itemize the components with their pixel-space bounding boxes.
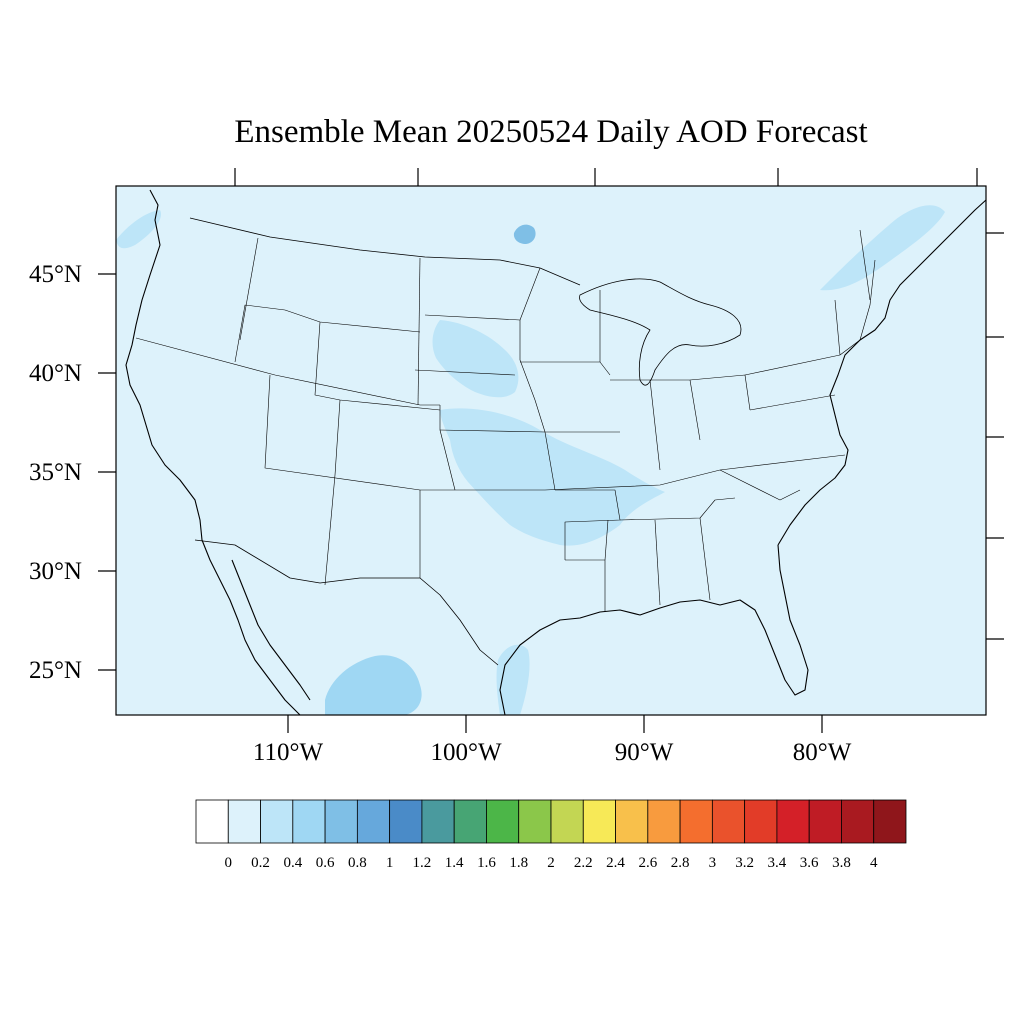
east-coastline <box>777 199 987 546</box>
colorbar-bin <box>227 799 261 844</box>
baja-coastline <box>231 559 311 701</box>
colorbar-bin <box>453 799 487 844</box>
colorbar-bin <box>679 799 713 844</box>
great-lakes-outline <box>579 278 742 386</box>
colorbar-label: 2 <box>547 855 555 871</box>
map-boundaries <box>125 189 987 716</box>
lon-label: 110°W <box>253 739 324 766</box>
west-coastline <box>125 189 301 716</box>
colorbar-bin <box>582 799 616 844</box>
colorbar-label: 3.6 <box>800 855 819 871</box>
texas-coast-plume <box>496 644 530 715</box>
colorbar-label: 0 <box>225 855 233 871</box>
colorbar-bin <box>873 799 907 844</box>
colorbar-label: 1.6 <box>477 855 496 871</box>
latitude-labels: 45°N 40°N 35°N 30°N 25°N <box>29 261 82 684</box>
colorbar-bin <box>518 799 552 844</box>
colorbar-label: 0.8 <box>348 855 367 871</box>
colorbar-bin <box>776 799 810 844</box>
lake-superior-spot <box>513 224 536 244</box>
gulf-coastline <box>499 544 809 716</box>
lon-label: 100°W <box>430 739 501 766</box>
colorbar-bin <box>550 799 584 844</box>
colorbar-bin <box>260 799 294 844</box>
lat-label: 30°N <box>29 558 82 585</box>
colorbar: 0 0.2 0.4 0.6 0.8 1 1.2 1.4 1.6 1.8 2 2.2 2.4 2.6 2.8 3… <box>195 799 907 871</box>
colorbar-label: 2.4 <box>606 855 625 871</box>
map-ticks <box>98 168 1004 733</box>
colorbar-bin <box>615 799 649 844</box>
colorbar-label: 0.2 <box>251 855 270 871</box>
colorbar-bin <box>356 799 391 844</box>
lon-label: 80°W <box>793 739 852 766</box>
northern-plains-plume <box>432 320 519 398</box>
longitude-labels: 110°W 100°W 90°W 80°W <box>253 739 852 766</box>
colorbar-label: 2.8 <box>671 855 690 871</box>
lat-label: 45°N <box>29 261 82 288</box>
colorbar-label: 2.2 <box>574 855 593 871</box>
mexico-plume <box>325 655 422 715</box>
map-frame <box>115 185 987 716</box>
map-panel: 45°N 40°N 35°N 30°N 25°N 110°W 100°W 90°… <box>29 168 1004 766</box>
new-england-plume <box>820 205 945 291</box>
colorbar-label: 3.2 <box>735 855 754 871</box>
colorbar-label: 4 <box>870 855 878 871</box>
colorbar-label: 0.6 <box>316 855 335 871</box>
colorbar-bin <box>421 799 455 844</box>
colorbar-bin <box>389 799 423 844</box>
colorbar-label: 3.8 <box>832 855 851 871</box>
colorbar-bin <box>324 799 358 844</box>
colorbar-label: 2.6 <box>638 855 657 871</box>
colorbar-label: 1 <box>386 855 394 871</box>
colorbar-bin <box>292 799 326 844</box>
colorbar-bin <box>195 799 229 844</box>
colorbar-bin <box>486 799 520 844</box>
lat-label: 35°N <box>29 459 82 486</box>
figure-title: Ensemble Mean 20250524 Daily AOD Forecas… <box>234 114 867 150</box>
state-boundaries <box>135 229 876 612</box>
colorbar-label: 3.4 <box>768 855 787 871</box>
mexico-border <box>194 539 499 666</box>
colorbar-bin <box>841 799 875 844</box>
colorbar-label: 0.4 <box>283 855 302 871</box>
colorbar-label: 3 <box>709 855 717 871</box>
lat-label: 25°N <box>29 657 82 684</box>
colorbar-label: 1.2 <box>413 855 432 871</box>
colorbar-label: 1.4 <box>445 855 464 871</box>
lat-label: 40°N <box>29 360 82 387</box>
colorbar-bin <box>744 799 778 844</box>
pacific-northwest-plume <box>116 210 161 249</box>
colorbar-label: 1.8 <box>509 855 528 871</box>
lon-label: 90°W <box>615 739 674 766</box>
colorbar-bin <box>808 799 842 844</box>
colorbar-bin <box>647 799 681 844</box>
colorbar-bin <box>711 799 746 844</box>
